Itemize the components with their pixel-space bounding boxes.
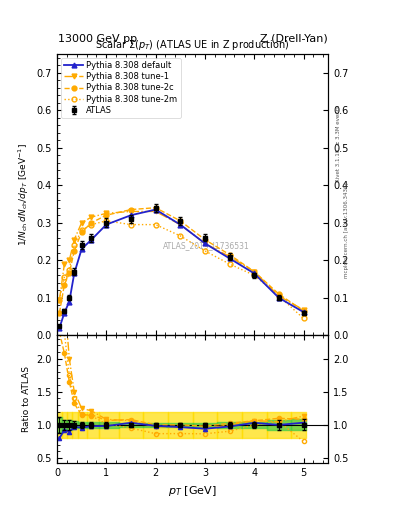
Pythia 8.308 tune-2c: [67, 270, 72, 276]
Y-axis label: $1/N_{\rm ch}\,dN_{\rm ch}/dp_T$ [GeV$^{-1}$]: $1/N_{\rm ch}\,dN_{\rm ch}/dp_T$ [GeV$^{…: [17, 143, 31, 246]
Pythia 8.308 default: [153, 206, 158, 212]
Pythia 8.308 tune-2m: [178, 233, 183, 239]
Pythia 8.308 tune-1: [67, 257, 72, 263]
Pythia 8.308 tune-2c: [153, 205, 158, 211]
Line: Pythia 8.308 tune-2m: Pythia 8.308 tune-2m: [57, 219, 306, 321]
Pythia 8.308 default: [178, 222, 183, 228]
Pythia 8.308 tune-1: [178, 222, 183, 228]
Pythia 8.308 tune-1: [202, 240, 207, 246]
X-axis label: $p_T$ [GeV]: $p_T$ [GeV]: [168, 484, 217, 498]
Pythia 8.308 tune-1: [89, 214, 94, 220]
Pythia 8.308 default: [129, 212, 133, 218]
Text: 13000 GeV pp: 13000 GeV pp: [58, 33, 137, 44]
Pythia 8.308 tune-1: [79, 220, 84, 226]
Pythia 8.308 default: [62, 310, 67, 316]
Pythia 8.308 tune-2m: [67, 267, 72, 273]
Pythia 8.308 default: [277, 295, 281, 301]
Pythia 8.308 tune-1: [277, 293, 281, 299]
Pythia 8.308 tune-2c: [72, 248, 77, 254]
Pythia 8.308 tune-1: [227, 253, 232, 260]
Pythia 8.308 tune-2m: [227, 261, 232, 267]
Pythia 8.308 tune-2c: [277, 291, 281, 297]
Pythia 8.308 tune-2m: [57, 296, 62, 303]
Pythia 8.308 tune-2m: [62, 274, 67, 280]
Pythia 8.308 tune-2m: [202, 248, 207, 254]
Text: ATLAS_2019_I1736531: ATLAS_2019_I1736531: [163, 241, 250, 250]
Pythia 8.308 tune-2c: [202, 237, 207, 243]
Pythia 8.308 tune-1: [72, 237, 77, 243]
Pythia 8.308 tune-1: [57, 296, 62, 303]
Title: Scalar $\Sigma(p_T)$ (ATLAS UE in Z production): Scalar $\Sigma(p_T)$ (ATLAS UE in Z prod…: [95, 38, 290, 52]
Pythia 8.308 tune-2m: [301, 315, 306, 322]
Pythia 8.308 default: [301, 309, 306, 315]
Pythia 8.308 tune-1: [62, 261, 67, 267]
Pythia 8.308 default: [252, 270, 257, 276]
Y-axis label: Ratio to ATLAS: Ratio to ATLAS: [22, 367, 31, 432]
Pythia 8.308 default: [104, 222, 108, 228]
Pythia 8.308 tune-2m: [104, 218, 108, 224]
Pythia 8.308 tune-2m: [252, 272, 257, 279]
Line: Pythia 8.308 tune-1: Pythia 8.308 tune-1: [57, 209, 306, 312]
Pythia 8.308 default: [57, 325, 62, 331]
Legend: Pythia 8.308 default, Pythia 8.308 tune-1, Pythia 8.308 tune-2c, Pythia 8.308 tu: Pythia 8.308 default, Pythia 8.308 tune-…: [61, 58, 181, 118]
Text: mcplots.cern.ch [arXiv:1306.3436]: mcplots.cern.ch [arXiv:1306.3436]: [344, 183, 349, 278]
Pythia 8.308 tune-2c: [79, 229, 84, 235]
Pythia 8.308 tune-2c: [62, 282, 67, 288]
Pythia 8.308 tune-2m: [129, 222, 133, 228]
Pythia 8.308 tune-2m: [277, 293, 281, 299]
Line: Pythia 8.308 default: Pythia 8.308 default: [57, 207, 306, 330]
Pythia 8.308 tune-2c: [89, 220, 94, 226]
Pythia 8.308 default: [72, 270, 77, 276]
Pythia 8.308 tune-2c: [57, 310, 62, 316]
Pythia 8.308 tune-2m: [89, 222, 94, 228]
Pythia 8.308 tune-2c: [301, 308, 306, 314]
Pythia 8.308 tune-2c: [104, 212, 108, 218]
Pythia 8.308 tune-2m: [79, 227, 84, 233]
Pythia 8.308 tune-2m: [153, 222, 158, 228]
Pythia 8.308 tune-1: [129, 208, 133, 215]
Pythia 8.308 tune-2c: [178, 218, 183, 224]
Pythia 8.308 default: [227, 255, 232, 262]
Pythia 8.308 default: [202, 240, 207, 246]
Pythia 8.308 tune-2c: [227, 251, 232, 258]
Pythia 8.308 tune-1: [153, 208, 158, 215]
Pythia 8.308 tune-1: [301, 307, 306, 313]
Line: Pythia 8.308 tune-2c: Pythia 8.308 tune-2c: [57, 205, 306, 315]
Pythia 8.308 tune-2m: [72, 242, 77, 248]
Pythia 8.308 default: [79, 246, 84, 252]
Text: Z (Drell-Yan): Z (Drell-Yan): [260, 33, 327, 44]
Pythia 8.308 tune-1: [104, 210, 108, 217]
Pythia 8.308 tune-2c: [129, 206, 133, 212]
Pythia 8.308 default: [67, 298, 72, 305]
Pythia 8.308 tune-1: [252, 268, 257, 274]
Pythia 8.308 default: [89, 237, 94, 243]
Text: Rivet 3.1.10, ≥ 3.3M events: Rivet 3.1.10, ≥ 3.3M events: [336, 105, 341, 182]
Pythia 8.308 tune-2c: [252, 268, 257, 274]
